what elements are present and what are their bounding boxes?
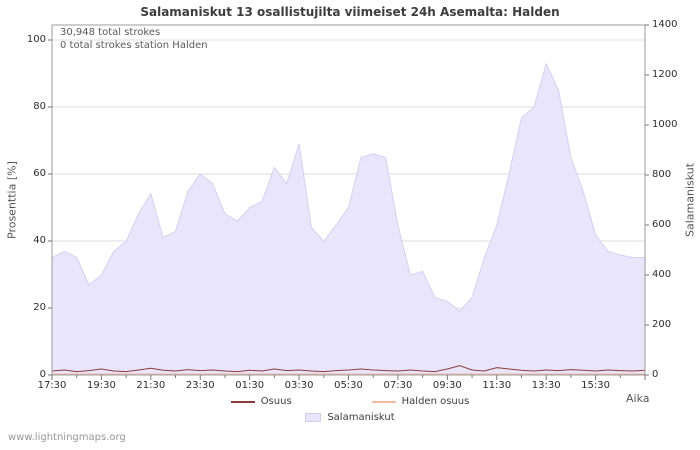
x-tick-label: 13:30: [531, 380, 561, 391]
y-right-tick-label: 200: [652, 319, 672, 330]
y-right-tick-label: 400: [652, 269, 672, 280]
legend-row: Salamaniskut: [305, 412, 395, 423]
x-axis-label: Aika: [626, 392, 650, 405]
legend-label: Salamaniskut: [327, 412, 395, 423]
legend-label: Halden osuus: [401, 396, 470, 407]
y-left-tick-label: 20: [33, 302, 46, 313]
x-tick-label: 05:30: [334, 380, 363, 391]
osuus-line-swatch-icon: [230, 400, 255, 403]
y-left-tick-label: 100: [26, 34, 46, 45]
y-right-tick-label: 1400: [652, 19, 678, 30]
watermark: www.lightningmaps.org: [8, 432, 126, 443]
x-tick-label: 19:30: [86, 380, 116, 391]
y-axis-label-left: Prosenttia [%]: [5, 161, 19, 239]
y-right-tick-label: 1200: [652, 69, 678, 80]
x-tick-label: 07:30: [383, 380, 413, 391]
y-left-tick-label: 60: [33, 168, 46, 179]
chart-title: Salamaniskut 13 osallistujilta viimeiset…: [140, 5, 560, 19]
legend-item-halden-osuus: Halden osuus: [371, 396, 470, 407]
x-tick-label: 01:30: [235, 380, 265, 391]
station-strokes-annotation: 0 total strokes station Halden: [60, 40, 208, 51]
legend-label: Osuus: [260, 396, 292, 407]
y-right-tick-label: 0: [652, 369, 659, 380]
y-left-tick-label: 80: [33, 101, 46, 112]
x-tick-label: 09:30: [432, 380, 462, 391]
y-right-tick-label: 600: [652, 219, 672, 230]
y-left-tick-label: 40: [33, 235, 46, 246]
legend-item-salamaniskut: Salamaniskut: [305, 412, 395, 423]
x-tick-label: 17:30: [37, 380, 67, 391]
halden-osuus-line-swatch-icon: [371, 400, 396, 403]
y-right-tick-label: 800: [652, 169, 672, 180]
x-tick-label: 11:30: [482, 380, 512, 391]
salamaniskut-area-swatch-icon: [305, 413, 322, 422]
x-tick-label: 21:30: [136, 380, 166, 391]
legend-row: Osuus Halden osuus: [230, 396, 470, 407]
y-right-tick-label: 1000: [652, 119, 678, 130]
x-tick-label: 15:30: [581, 380, 610, 391]
legend-item-osuus: Osuus: [230, 396, 292, 407]
total-strokes-annotation: 30,948 total strokes: [60, 27, 161, 38]
x-tick-label: 23:30: [185, 380, 215, 391]
y-left-tick-label: 0: [39, 369, 46, 380]
x-tick-label: 03:30: [284, 380, 314, 391]
legend: Osuus Halden osuus Salamaniskut: [0, 396, 700, 423]
y-axis-label-right: Salamaniskut: [683, 162, 697, 238]
